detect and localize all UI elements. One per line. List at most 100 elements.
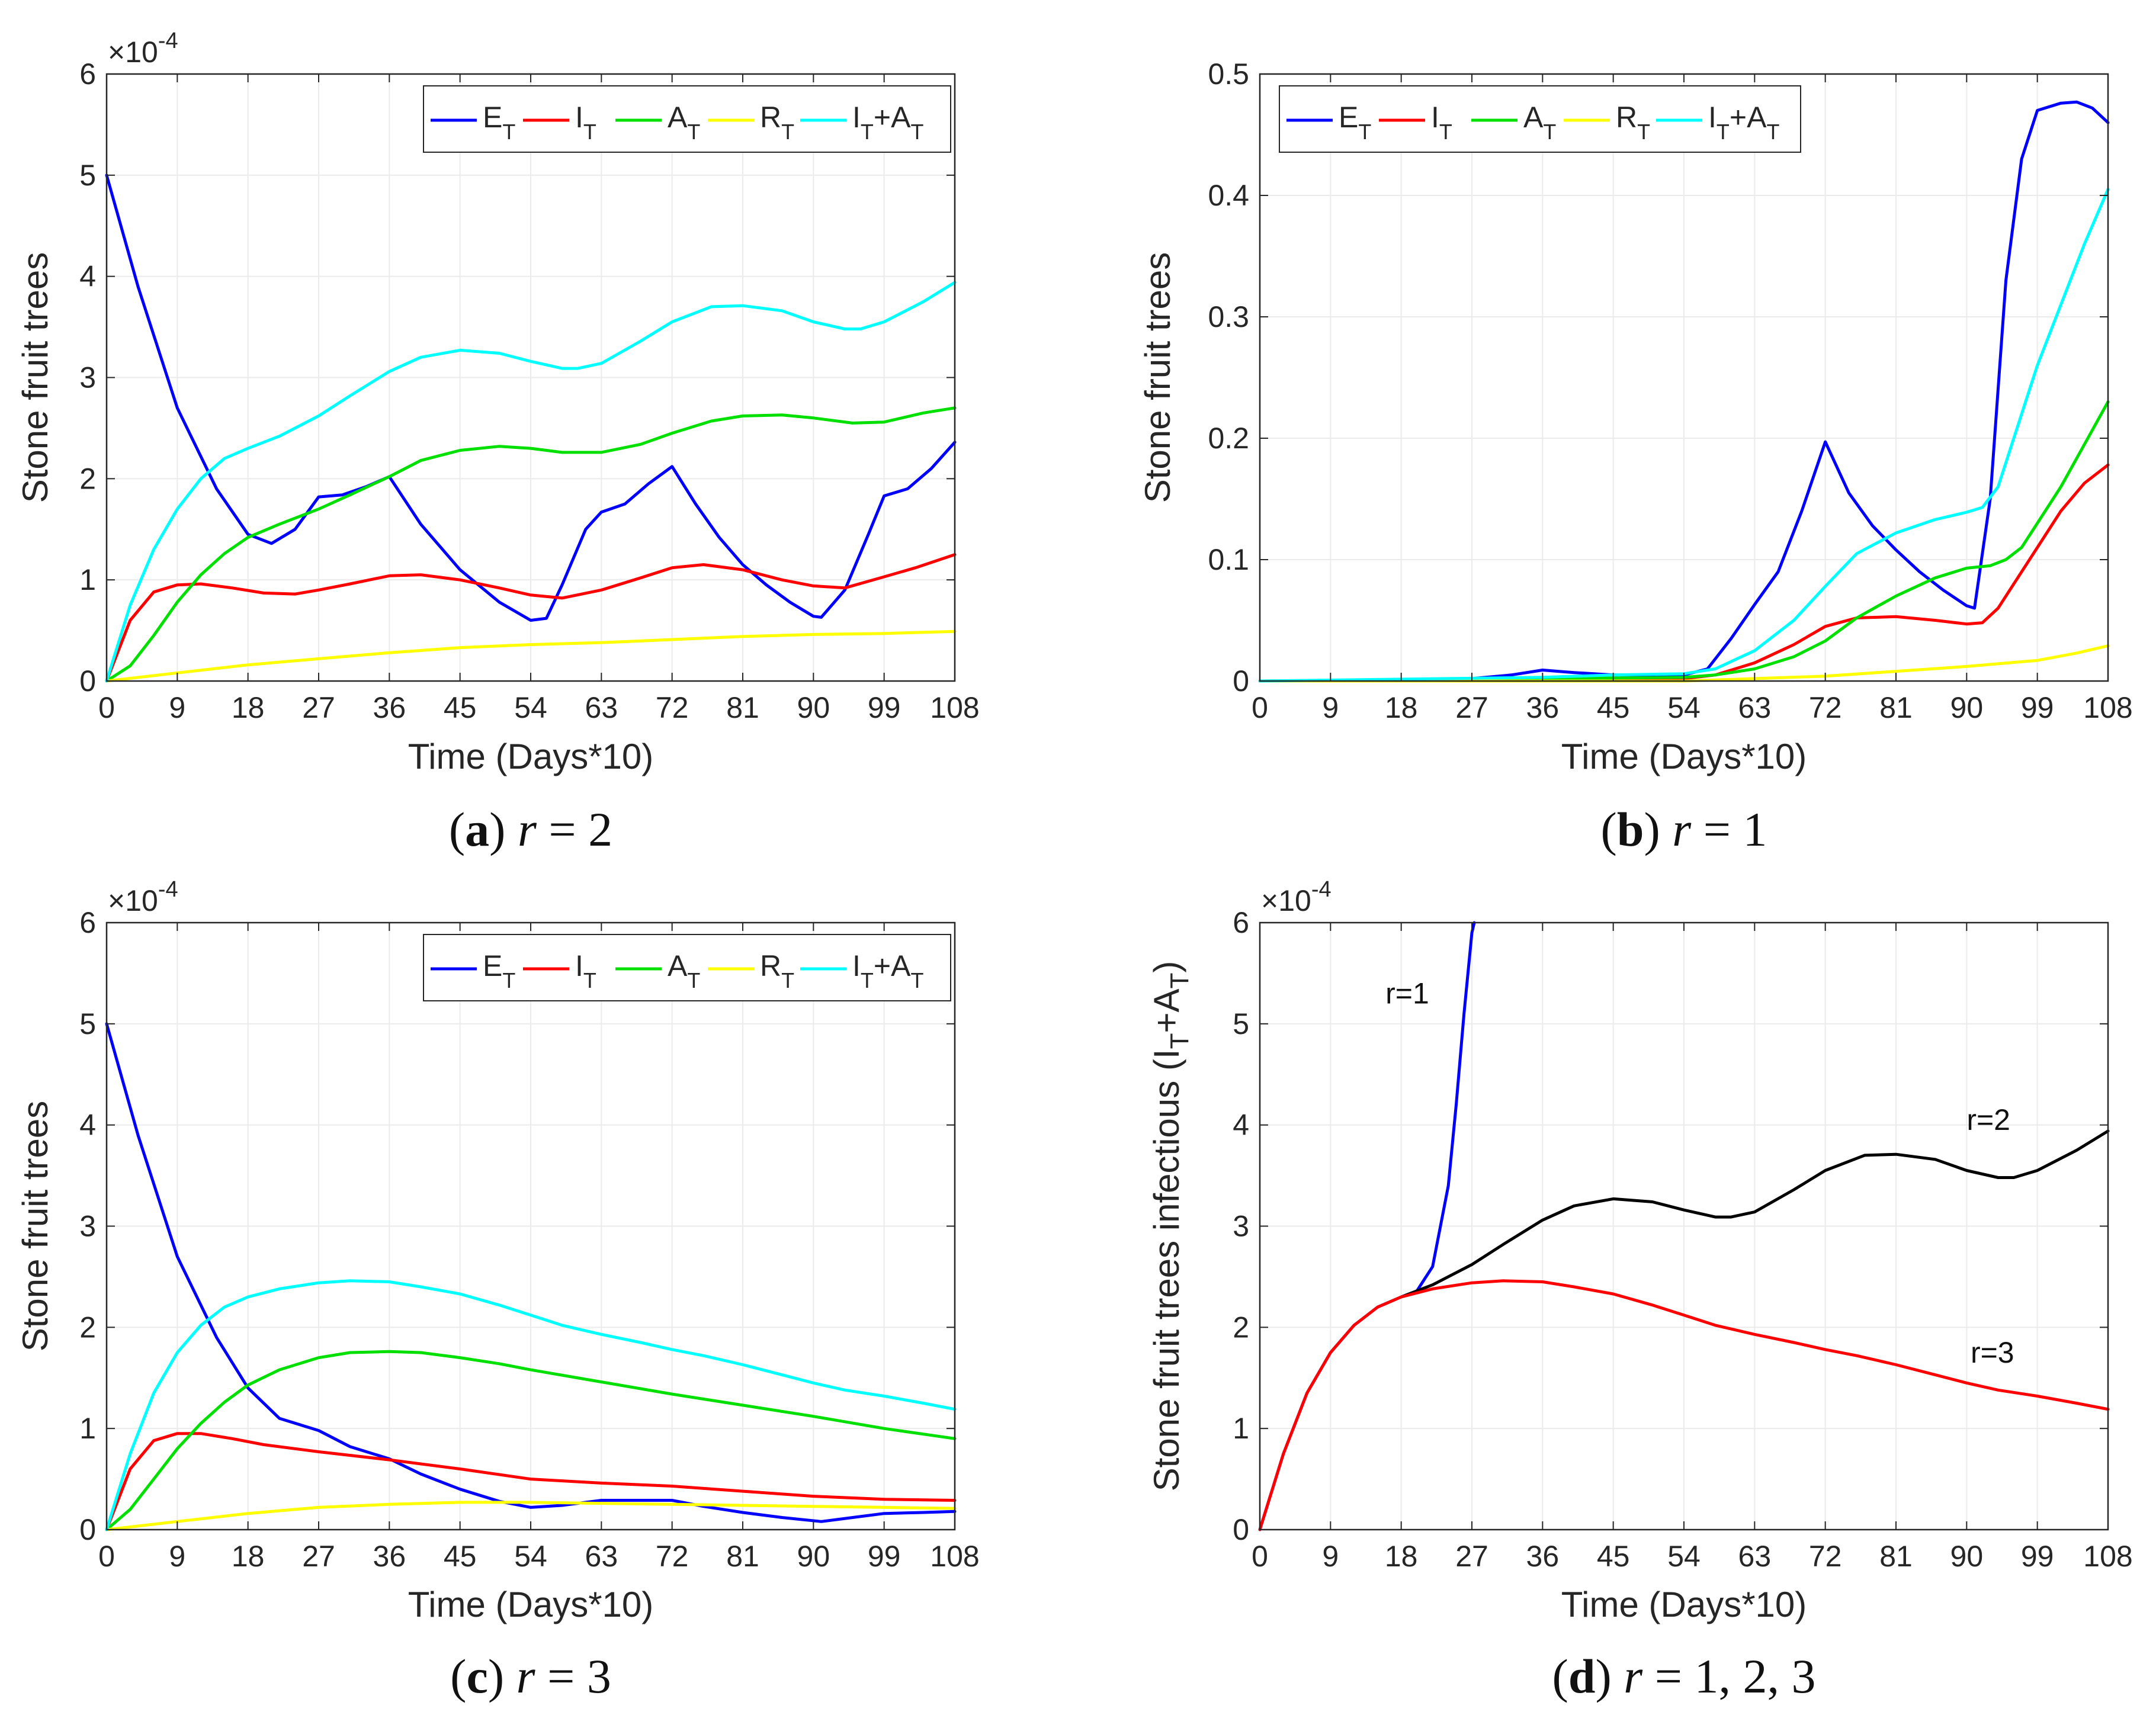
x-tick-label: 36 <box>373 1540 406 1573</box>
x-tick-label: 90 <box>1950 691 1984 724</box>
series-r-3-line <box>1258 1279 2110 1531</box>
series-r-line <box>1258 644 2110 683</box>
x-tick-label: 108 <box>2083 691 2132 724</box>
x-tick-label: 45 <box>444 691 477 724</box>
series-e-line <box>105 174 957 622</box>
x-tick-label: 72 <box>656 691 689 724</box>
x-tick-label: 18 <box>1385 691 1418 724</box>
series-r-line <box>105 630 957 683</box>
y-tick-label: 3 <box>1233 1210 1249 1243</box>
x-tick-label: 108 <box>2083 1540 2132 1573</box>
y-exponent-label: ×10-4 <box>1261 877 1332 917</box>
x-tick-label: 108 <box>930 691 979 724</box>
y-tick-label: 4 <box>79 1109 96 1142</box>
x-tick-label: 81 <box>1879 691 1913 724</box>
y-tick-label: 5 <box>79 1007 96 1040</box>
y-tick-label: 0.4 <box>1208 179 1249 212</box>
x-tick-label: 36 <box>1526 1540 1560 1573</box>
series-i-line <box>105 1432 957 1531</box>
x-tick-label: 108 <box>930 1540 979 1573</box>
x-tick-label: 0 <box>98 1540 115 1573</box>
x-tick-label: 63 <box>585 691 618 724</box>
legend-box <box>423 934 951 1001</box>
legend-label-r: RT <box>1616 101 1650 144</box>
legend-box <box>1279 85 1801 153</box>
legend-label-i: IT <box>575 101 596 144</box>
series-a-line <box>105 1350 957 1531</box>
y-axis-label: Stone fruit trees <box>1138 252 1178 503</box>
x-tick-label: 72 <box>1809 691 1842 724</box>
y-tick-label: 2 <box>1233 1311 1249 1344</box>
x-tick-label: 90 <box>797 691 830 724</box>
series-r-line <box>105 1501 957 1531</box>
series-e-line <box>105 1022 957 1523</box>
x-tick-label: 27 <box>302 1540 335 1573</box>
legend-label-i-a: IT+AT <box>1708 101 1779 144</box>
x-tick-label: 81 <box>726 1540 759 1573</box>
x-tick-label: 0 <box>1252 691 1268 724</box>
x-axis-label: Time (Days*10) <box>1561 1585 1807 1624</box>
legend: ET IT AT RT IT+AT <box>1279 85 1801 153</box>
y-tick-label: 0 <box>1233 664 1249 698</box>
legend-label-a: AT <box>668 101 700 144</box>
annotation-r-3: r=3 <box>1971 1336 2014 1369</box>
y-tick-label: 1 <box>79 1412 96 1445</box>
x-tick-label: 90 <box>797 1540 830 1573</box>
y-tick-label: 3 <box>79 361 96 394</box>
y-axis-label: Stone fruit trees <box>15 1101 55 1352</box>
y-tick-label: 0.2 <box>1208 422 1249 455</box>
y-tick-label: 4 <box>79 260 96 293</box>
series-group <box>105 174 957 683</box>
x-tick-label: 99 <box>2021 1540 2054 1573</box>
x-tick-label: 54 <box>514 691 547 724</box>
x-tick-label: 27 <box>1455 1540 1488 1573</box>
x-tick-label: 63 <box>1738 691 1772 724</box>
y-tick-label: 4 <box>1233 1109 1249 1142</box>
legend-label-e: ET <box>483 101 515 144</box>
series-e-line <box>1258 100 2110 683</box>
x-tick-label: 18 <box>1385 1540 1418 1573</box>
x-tick-label: 63 <box>1738 1540 1772 1573</box>
legend: ET IT AT RT IT+AT <box>423 85 951 153</box>
y-tick-label: 0 <box>79 1513 96 1546</box>
y-tick-label: 2 <box>79 1311 96 1344</box>
x-tick-label: 0 <box>1252 1540 1268 1573</box>
panel-d: 0 9 18 27 36 45 54 63 72 81 90 99 1080123456×10-4Tim… <box>1147 877 2133 1703</box>
panel-caption: (a) r = 2 <box>449 802 612 856</box>
x-tick-label: 36 <box>373 691 406 724</box>
y-tick-label: 6 <box>79 57 96 91</box>
x-tick-label: 36 <box>1526 691 1560 724</box>
y-tick-label: 2 <box>79 462 96 495</box>
y-tick-label: 5 <box>79 159 96 192</box>
x-tick-label: 45 <box>1597 1540 1630 1573</box>
y-tick-label: 1 <box>79 563 96 596</box>
series-a-line <box>105 406 957 683</box>
y-tick-label: 0 <box>79 664 96 698</box>
x-axis-label: Time (Days*10) <box>408 737 654 776</box>
legend-label-a: AT <box>1523 101 1556 144</box>
legend-label-i: IT <box>575 949 596 993</box>
legend-label-i-a: IT+AT <box>852 949 923 993</box>
x-tick-label: 72 <box>656 1540 689 1573</box>
panel-a: 0 9 18 27 36 45 54 63 72 81 90 99 1080123456×10-4Tim… <box>15 28 980 856</box>
series-group <box>1258 100 2110 683</box>
x-tick-label: 99 <box>868 691 901 724</box>
x-tick-label: 81 <box>1879 1540 1913 1573</box>
x-tick-label: 18 <box>232 691 265 724</box>
panel-c: 0 9 18 27 36 45 54 63 72 81 90 99 1080123456×10-4Tim… <box>15 877 980 1703</box>
legend-label-i: IT <box>1431 101 1452 144</box>
series-group <box>1258 921 2110 1531</box>
x-tick-label: 54 <box>1667 691 1701 724</box>
x-tick-label: 63 <box>585 1540 618 1573</box>
annotation-r-1: r=1 <box>1385 977 1429 1010</box>
y-tick-label: 0.1 <box>1208 543 1249 576</box>
y-exponent-label: ×10-4 <box>108 877 178 917</box>
y-tick-label: 0.5 <box>1208 57 1249 91</box>
series-a-line <box>1258 400 2110 683</box>
legend-label-i-a: IT+AT <box>852 101 923 144</box>
x-tick-label: 0 <box>98 691 115 724</box>
y-tick-label: 0.3 <box>1208 300 1249 333</box>
x-tick-label: 18 <box>232 1540 265 1573</box>
y-axis-label: Stone fruit trees infectious (IT+AT) <box>1147 961 1194 1492</box>
